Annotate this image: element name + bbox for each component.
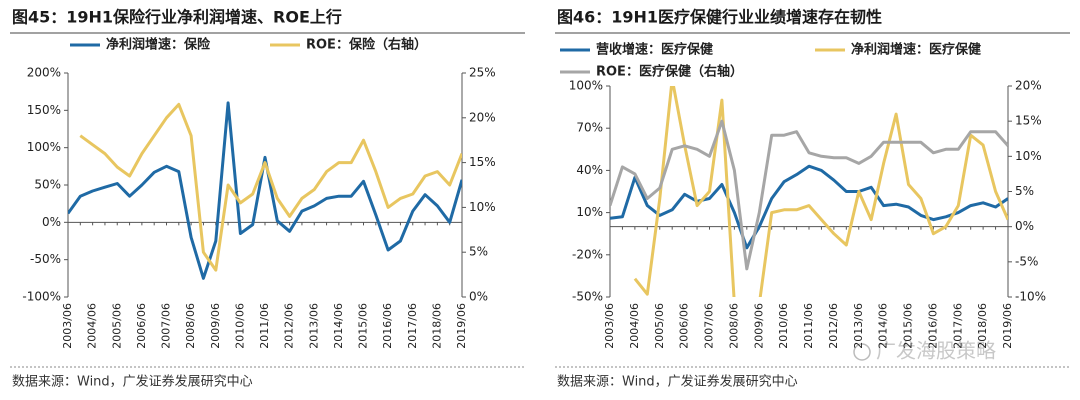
x-tick-label: 2012/06 xyxy=(283,303,296,349)
x-tick-label: 2004/06 xyxy=(86,303,99,349)
legend-label: ROE：保险（右轴） xyxy=(306,37,427,53)
chart-title: 图46：19H1医疗保健行业业绩增速存在韧性 xyxy=(557,8,882,27)
legend-label: 净利润增速：保险 xyxy=(106,37,211,53)
series-line xyxy=(79,102,462,272)
y2-tick-label: 5% xyxy=(469,245,488,259)
x-tick-label: 2007/06 xyxy=(703,303,716,349)
y-tick-label: 200% xyxy=(27,66,61,80)
y2-tick-label: 10% xyxy=(1015,149,1042,163)
x-tick-label: 2010/06 xyxy=(233,303,246,349)
y2-tick-label: -10% xyxy=(1015,290,1046,304)
y2-tick-label: 15% xyxy=(469,155,496,169)
legend-label: 净利润增速：医疗保健 xyxy=(851,42,981,58)
y2-tick-label: 0% xyxy=(1015,219,1034,233)
x-tick-label: 2016/06 xyxy=(926,303,939,349)
y-tick-label: 10% xyxy=(576,205,603,219)
y-tick-label: 150% xyxy=(27,103,61,117)
y2-tick-label: -5% xyxy=(1015,254,1038,268)
x-tick-label: 2017/06 xyxy=(951,303,964,349)
legend-label: ROE：医疗保健（右轴） xyxy=(596,64,743,80)
y-tick-label: 70% xyxy=(576,121,603,135)
y2-tick-label: 0% xyxy=(469,290,488,304)
x-tick-label: 2003/06 xyxy=(603,303,616,349)
source: 数据来源：Wind，广发证券发展研究中心 xyxy=(12,374,253,390)
y-tick-label: 100% xyxy=(27,140,61,154)
x-tick-label: 2004/06 xyxy=(628,303,641,349)
y-tick-label: 100% xyxy=(569,79,603,93)
x-tick-label: 2011/06 xyxy=(258,303,271,349)
x-tick-label: 2009/06 xyxy=(209,303,222,349)
y2-tick-label: 10% xyxy=(469,200,496,214)
x-tick-label: 2016/06 xyxy=(381,303,394,349)
x-tick-label: 2017/06 xyxy=(406,303,419,349)
series-line xyxy=(610,119,1008,271)
y-tick-label: 50% xyxy=(34,178,61,192)
y2-tick-label: 25% xyxy=(469,66,496,80)
x-tick-label: 2011/06 xyxy=(802,303,815,349)
x-tick-label: 2014/06 xyxy=(877,303,890,349)
x-tick-label: 2013/06 xyxy=(307,303,320,349)
x-tick-label: 2019/06 xyxy=(1001,303,1014,349)
x-tick-label: 2006/06 xyxy=(678,303,691,349)
x-tick-label: 2008/06 xyxy=(184,303,197,349)
x-tick-label: 2006/06 xyxy=(135,303,148,349)
watermark: 广发海股策略 xyxy=(876,339,996,363)
series-line xyxy=(68,101,462,280)
watermark-icon xyxy=(853,343,871,361)
plot-lines xyxy=(610,86,1008,297)
x-tick-label: 2014/06 xyxy=(332,303,345,349)
y-tick-label: -100% xyxy=(22,290,61,304)
x-tick-label: 2015/06 xyxy=(902,303,915,349)
x-tick-label: 2003/06 xyxy=(61,303,74,349)
y-tick-label: 0% xyxy=(42,215,61,229)
x-tick-label: 2009/06 xyxy=(752,303,765,349)
y-tick-label: -50% xyxy=(30,252,61,266)
x-tick-label: 2007/06 xyxy=(160,303,173,349)
y-tick-label: 40% xyxy=(576,163,603,177)
x-tick-label: 2005/06 xyxy=(110,303,123,349)
x-tick-label: 2012/06 xyxy=(827,303,840,349)
y2-tick-label: 15% xyxy=(1015,114,1042,128)
y2-tick-label: 5% xyxy=(1015,184,1034,198)
x-tick-label: 2018/06 xyxy=(430,303,443,349)
y2-tick-label: 20% xyxy=(469,110,496,124)
series-line xyxy=(610,164,1008,250)
x-tick-label: 2019/06 xyxy=(455,303,468,349)
legend-label: 营收增速：医疗保健 xyxy=(596,42,713,58)
series-line xyxy=(633,86,1008,297)
y-tick-label: -20% xyxy=(572,247,603,261)
x-tick-label: 2015/06 xyxy=(357,303,370,349)
source: 数据来源：Wind，广发证券发展研究中心 xyxy=(557,374,798,390)
x-tick-label: 2018/06 xyxy=(976,303,989,349)
x-tick-label: 2010/06 xyxy=(777,303,790,349)
y2-tick-label: 20% xyxy=(1015,79,1042,93)
chart-title: 图45：19H1保险行业净利润增速、ROE上行 xyxy=(12,8,342,27)
x-tick-label: 2005/06 xyxy=(653,303,666,349)
x-tick-label: 2008/06 xyxy=(727,303,740,349)
plot-lines xyxy=(68,101,462,280)
y-tick-label: -50% xyxy=(572,290,603,304)
x-tick-label: 2013/06 xyxy=(852,303,865,349)
